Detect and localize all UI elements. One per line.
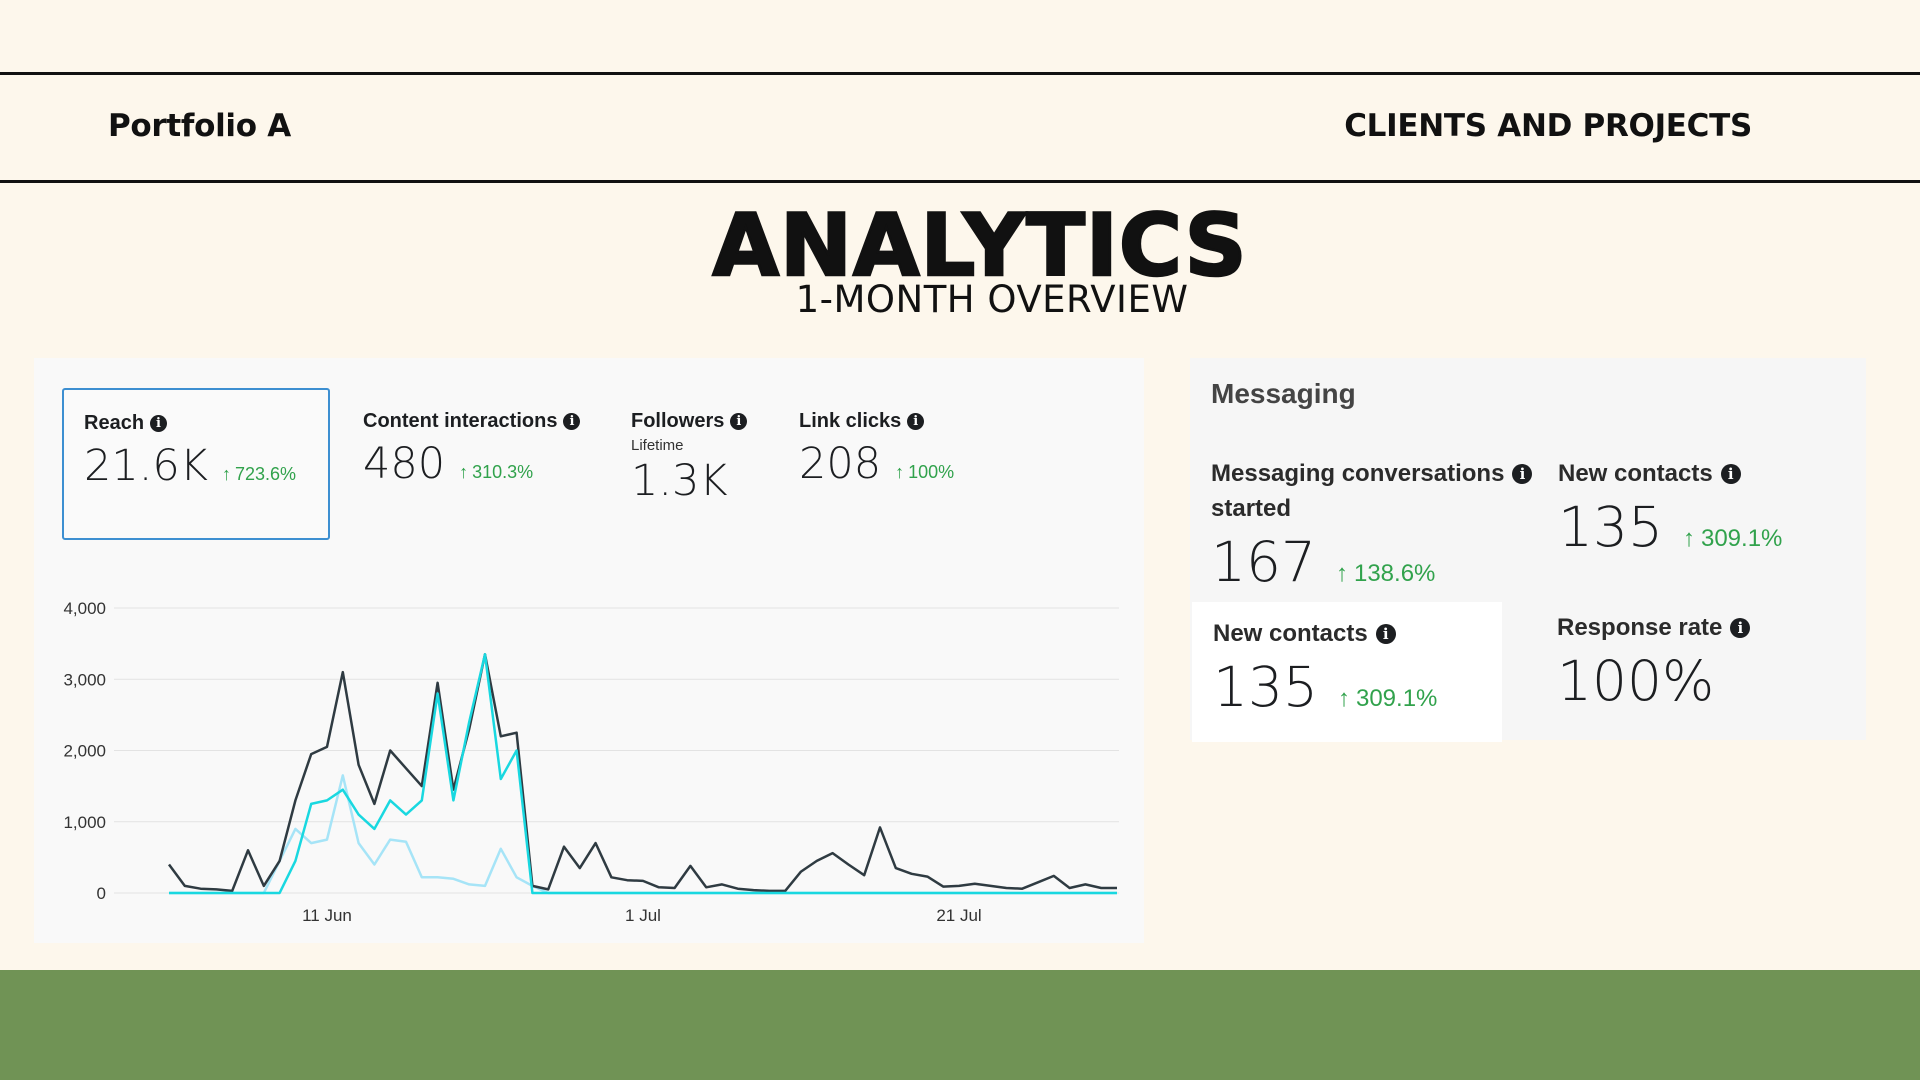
metric-card-followers[interactable]: Followers i Lifetime 1.3K xyxy=(631,410,748,506)
arrow-up-icon: ↑ xyxy=(459,462,469,482)
y-tick-label: 2,000 xyxy=(63,742,106,761)
info-icon[interactable]: i xyxy=(1375,624,1396,644)
metric-label: Followers i xyxy=(631,410,748,433)
metric-value: 100% xyxy=(1557,649,1715,713)
metric-label: Messaging conversations i started xyxy=(1211,456,1533,526)
metric-card-new-contacts[interactable]: New contacts i 135 ↑ 309.1% xyxy=(1558,456,1782,559)
metric-delta: ↑ 309.1% xyxy=(1337,685,1438,712)
y-tick-label: 0 xyxy=(97,884,106,903)
metric-card-content-interactions[interactable]: Content interactions i 480 ↑ 310.3% xyxy=(363,410,581,489)
header-rule xyxy=(0,180,1920,183)
metric-card-response-rate[interactable]: Response rate i 100% xyxy=(1557,610,1751,713)
info-icon[interactable]: i xyxy=(150,415,168,432)
messaging-title: Messaging xyxy=(1211,378,1356,409)
metric-value: 167 xyxy=(1211,530,1316,594)
y-tick-label: 4,000 xyxy=(63,599,106,618)
series-line-total xyxy=(167,653,1117,893)
metric-card-link-clicks[interactable]: Link clicks i 208 ↑ 100% xyxy=(799,410,954,489)
metric-sublabel: Lifetime xyxy=(631,437,684,454)
arrow-up-icon: ↑ xyxy=(1335,560,1348,587)
page-subtitle: 1-MONTH OVERVIEW xyxy=(795,278,1189,321)
metric-card-conversations[interactable]: Messaging conversations i started 167 ↑ 13… xyxy=(1211,456,1533,594)
metric-delta: ↑ 138.6% xyxy=(1335,560,1436,587)
messaging-panel: Messaging Messaging conversations i start… xyxy=(1190,358,1866,742)
brand-name: Portfolio A xyxy=(108,108,291,144)
metric-delta: ↑ 100% xyxy=(895,462,955,482)
metric-label: Content interactions i xyxy=(363,410,581,433)
metric-value: 135 xyxy=(1558,495,1663,559)
info-icon[interactable]: i xyxy=(730,413,748,430)
x-tick-label: 1 Jul xyxy=(625,906,661,925)
info-icon[interactable]: i xyxy=(563,413,581,430)
metric-value: 1.3K xyxy=(631,456,728,506)
series-line-paid xyxy=(169,774,1117,895)
metric-delta: ↑ 723.6% xyxy=(221,464,297,484)
y-tick-label: 3,000 xyxy=(63,670,106,689)
page-title: ANALYTICS xyxy=(711,195,1248,298)
metric-delta: ↑ 309.1% xyxy=(1682,525,1783,552)
footer-band xyxy=(0,970,1920,1080)
metric-value: 21.6K xyxy=(84,441,208,491)
info-icon[interactable]: i xyxy=(907,413,925,430)
arrow-up-icon: ↑ xyxy=(221,464,231,484)
info-icon[interactable]: i xyxy=(1720,464,1741,484)
info-icon[interactable]: i xyxy=(1730,618,1751,638)
metric-value: 135 xyxy=(1213,655,1318,719)
section-label: CLIENTS AND PROJECTS xyxy=(1344,108,1752,144)
info-icon[interactable]: i xyxy=(1512,464,1533,484)
arrow-up-icon: ↑ xyxy=(1337,685,1350,712)
top-rule xyxy=(0,72,1920,75)
arrow-up-icon: ↑ xyxy=(895,462,905,482)
series-line-organic xyxy=(169,653,1117,895)
metric-card-reach[interactable]: Reach i 21.6K ↑ 723.6% xyxy=(62,388,330,540)
x-tick-label: 11 Jun xyxy=(302,906,352,925)
x-tick-label: 21 Jul xyxy=(936,906,981,925)
reach-line-chart: 4,000 3,000 2,000 1,000 0 11 Jun 1 Jul 21 Jul xyxy=(63,599,1119,925)
metric-label: New contacts i xyxy=(1213,616,1502,651)
y-tick-label: 1,000 xyxy=(63,813,106,832)
metric-label: Response rate i xyxy=(1557,610,1751,645)
arrow-up-icon: ↑ xyxy=(1682,525,1695,552)
metric-value: 208 xyxy=(799,439,882,489)
metric-delta: ↑ 310.3% xyxy=(459,462,534,482)
metric-label: Reach i xyxy=(84,412,328,435)
analytics-panel: Reach i 21.6K ↑ 723.6% Content interaction… xyxy=(34,358,1144,943)
metric-label: New contacts i xyxy=(1558,456,1782,491)
metric-value: 480 xyxy=(363,439,446,489)
metric-label: Link clicks i xyxy=(799,410,954,433)
metric-card-new-contacts-highlight[interactable]: New contacts i 135 ↑ 309.1% xyxy=(1192,602,1502,742)
